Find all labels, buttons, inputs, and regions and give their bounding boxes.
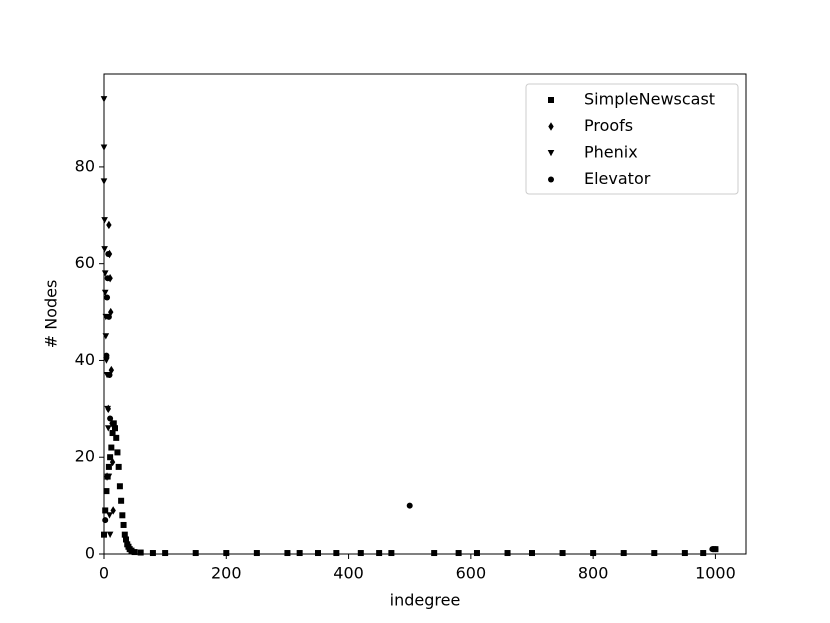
point — [431, 550, 438, 557]
point — [107, 454, 114, 461]
point — [388, 550, 395, 557]
legend-marker — [548, 122, 554, 131]
legend-label: Proofs — [584, 116, 633, 135]
point — [105, 251, 112, 257]
point — [120, 521, 127, 528]
point — [109, 430, 116, 437]
point — [223, 550, 230, 557]
point — [529, 550, 535, 557]
point — [357, 550, 364, 557]
point — [559, 550, 566, 557]
point — [108, 307, 114, 317]
point — [106, 512, 113, 519]
point — [504, 550, 511, 557]
point — [620, 550, 627, 557]
point — [712, 546, 719, 553]
point — [406, 502, 413, 509]
point — [104, 294, 111, 301]
point — [681, 550, 688, 557]
point — [101, 217, 108, 224]
point — [455, 550, 462, 557]
point — [104, 425, 112, 432]
point — [115, 463, 122, 470]
point — [333, 550, 340, 557]
y-tick-label: 0 — [85, 544, 95, 563]
point — [123, 536, 130, 543]
x-axis-label: indegree — [390, 591, 461, 610]
y-tick-label: 80 — [75, 156, 95, 175]
y-axis-label: # Nodes — [42, 280, 61, 349]
point — [108, 444, 115, 451]
point — [114, 449, 121, 456]
point — [296, 550, 303, 557]
x-tick-label: 800 — [578, 564, 609, 583]
point — [137, 549, 144, 556]
point — [315, 550, 321, 557]
point — [105, 473, 113, 480]
point — [110, 506, 116, 515]
point — [102, 517, 109, 524]
point — [118, 497, 125, 504]
point — [590, 550, 597, 557]
point — [149, 550, 156, 557]
x-tick-label: 200 — [211, 564, 242, 583]
point — [101, 246, 108, 253]
point — [253, 550, 260, 557]
point — [106, 531, 114, 538]
point — [284, 550, 291, 557]
x-tick-label: 400 — [333, 564, 364, 583]
point — [192, 550, 199, 557]
point — [162, 550, 169, 557]
point — [109, 457, 116, 467]
legend-marker — [548, 97, 554, 103]
point — [106, 371, 113, 378]
point — [112, 425, 119, 432]
point — [376, 550, 383, 557]
point — [103, 352, 110, 359]
legend-label: Phenix — [584, 143, 638, 162]
point — [651, 550, 658, 557]
point — [121, 531, 128, 538]
x-tick-label: 1000 — [695, 564, 736, 583]
point — [105, 463, 112, 470]
y-tick-label: 40 — [75, 350, 95, 369]
point — [119, 512, 126, 519]
plot-frame — [103, 73, 747, 555]
point — [113, 434, 120, 441]
y-tick-label: 20 — [75, 447, 95, 466]
x-tick-label: 600 — [456, 564, 487, 583]
legend-label: Elevator — [584, 169, 651, 188]
point — [107, 415, 114, 422]
x-tick-label: 0 — [99, 564, 109, 583]
point — [103, 488, 110, 495]
legend-label: SimpleNewscast — [584, 90, 715, 109]
point — [104, 275, 111, 282]
point — [700, 550, 707, 557]
legend-marker — [548, 176, 554, 183]
legend-box — [525, 83, 739, 195]
point — [473, 550, 480, 557]
point — [104, 405, 111, 413]
point — [103, 357, 110, 364]
point — [116, 483, 123, 490]
y-tick-label: 60 — [75, 253, 95, 272]
legend-marker — [547, 150, 555, 157]
point — [106, 220, 112, 230]
point — [105, 313, 112, 320]
